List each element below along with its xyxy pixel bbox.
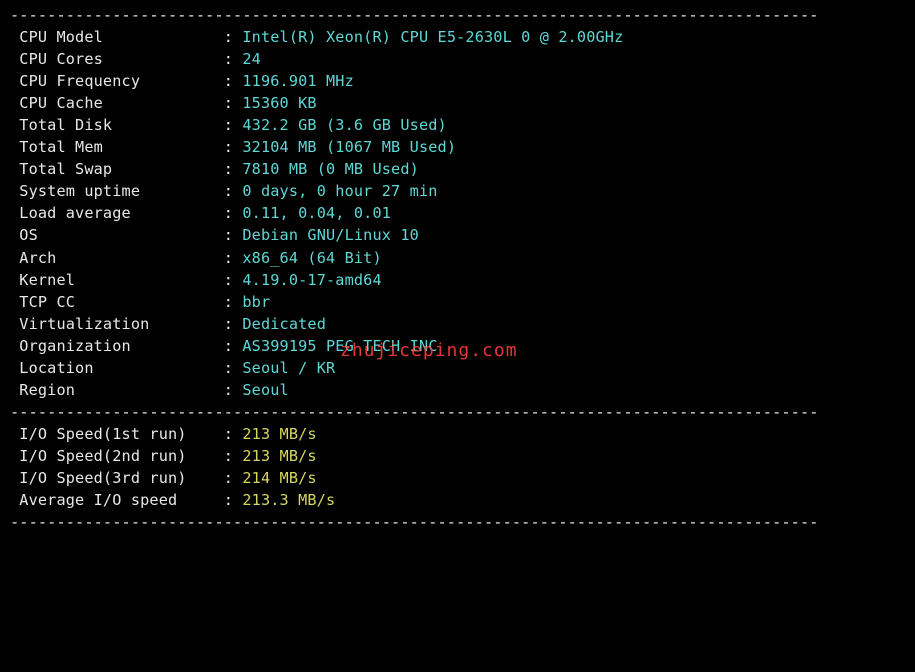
sysinfo-row: Region : Seoul (10, 379, 905, 401)
sysinfo-row: CPU Cores : 24 (10, 48, 905, 70)
colon-separator: : (214, 315, 242, 333)
sysinfo-value: 24 (242, 50, 261, 68)
sysinfo-label: System uptime (10, 182, 214, 200)
sysinfo-label: Virtualization (10, 315, 214, 333)
sysinfo-row: System uptime : 0 days, 0 hour 27 min (10, 180, 905, 202)
colon-separator: : (214, 447, 242, 465)
colon-separator: : (214, 28, 242, 46)
sysinfo-value: Seoul / KR (242, 359, 335, 377)
colon-separator: : (214, 271, 242, 289)
iospeed-row: I/O Speed(3rd run) : 214 MB/s (10, 467, 905, 489)
sysinfo-row: TCP CC : bbr (10, 291, 905, 313)
colon-separator: : (214, 182, 242, 200)
iospeed-row: I/O Speed(2nd run) : 213 MB/s (10, 445, 905, 467)
divider: ----------------------------------------… (10, 511, 905, 533)
sysinfo-row: Load average : 0.11, 0.04, 0.01 (10, 202, 905, 224)
divider: ----------------------------------------… (10, 401, 905, 423)
iospeed-row: Average I/O speed : 213.3 MB/s (10, 489, 905, 511)
colon-separator: : (214, 226, 242, 244)
sysinfo-label: Total Disk (10, 116, 214, 134)
sysinfo-value: 32104 MB (1067 MB Used) (242, 138, 456, 156)
sysinfo-row: Organization : AS399195 PEG TECH INC (10, 335, 905, 357)
sysinfo-value: 7810 MB (0 MB Used) (242, 160, 419, 178)
sysinfo-label: Arch (10, 249, 214, 267)
system-info-block: CPU Model : Intel(R) Xeon(R) CPU E5-2630… (10, 26, 905, 401)
sysinfo-value: x86_64 (64 Bit) (242, 249, 381, 267)
divider: ----------------------------------------… (10, 4, 905, 26)
sysinfo-value: AS399195 PEG TECH INC (242, 337, 437, 355)
sysinfo-label: OS (10, 226, 214, 244)
iospeed-value: 213.3 MB/s (242, 491, 335, 509)
iospeed-label: I/O Speed(1st run) (10, 425, 214, 443)
colon-separator: : (214, 337, 242, 355)
sysinfo-row: Location : Seoul / KR (10, 357, 905, 379)
sysinfo-value: Intel(R) Xeon(R) CPU E5-2630L 0 @ 2.00GH… (242, 28, 623, 46)
colon-separator: : (214, 94, 242, 112)
colon-separator: : (214, 293, 242, 311)
sysinfo-value: Dedicated (242, 315, 326, 333)
sysinfo-row: CPU Frequency : 1196.901 MHz (10, 70, 905, 92)
colon-separator: : (214, 425, 242, 443)
sysinfo-label: TCP CC (10, 293, 214, 311)
sysinfo-value: 1196.901 MHz (242, 72, 354, 90)
terminal-output: ----------------------------------------… (0, 0, 915, 539)
iospeed-value: 213 MB/s (242, 425, 316, 443)
colon-separator: : (214, 491, 242, 509)
sysinfo-label: Total Swap (10, 160, 214, 178)
iospeed-value: 214 MB/s (242, 469, 316, 487)
io-speed-block: I/O Speed(1st run) : 213 MB/s I/O Speed(… (10, 423, 905, 511)
sysinfo-label: Kernel (10, 271, 214, 289)
colon-separator: : (214, 469, 242, 487)
sysinfo-row: Total Disk : 432.2 GB (3.6 GB Used) (10, 114, 905, 136)
sysinfo-label: Region (10, 381, 214, 399)
sysinfo-row: Kernel : 4.19.0-17-amd64 (10, 269, 905, 291)
sysinfo-label: Total Mem (10, 138, 214, 156)
sysinfo-row: Arch : x86_64 (64 Bit) (10, 247, 905, 269)
sysinfo-label: CPU Model (10, 28, 214, 46)
iospeed-row: I/O Speed(1st run) : 213 MB/s (10, 423, 905, 445)
sysinfo-value: 0.11, 0.04, 0.01 (242, 204, 391, 222)
sysinfo-label: Organization (10, 337, 214, 355)
sysinfo-label: Location (10, 359, 214, 377)
colon-separator: : (214, 204, 242, 222)
iospeed-label: I/O Speed(2nd run) (10, 447, 214, 465)
sysinfo-label: Load average (10, 204, 214, 222)
sysinfo-row: CPU Model : Intel(R) Xeon(R) CPU E5-2630… (10, 26, 905, 48)
sysinfo-row: Virtualization : Dedicated (10, 313, 905, 335)
sysinfo-value: Debian GNU/Linux 10 (242, 226, 419, 244)
sysinfo-value: 0 days, 0 hour 27 min (242, 182, 437, 200)
sysinfo-value: 432.2 GB (3.6 GB Used) (242, 116, 446, 134)
sysinfo-row: CPU Cache : 15360 KB (10, 92, 905, 114)
sysinfo-row: Total Swap : 7810 MB (0 MB Used) (10, 158, 905, 180)
colon-separator: : (214, 359, 242, 377)
sysinfo-row: OS : Debian GNU/Linux 10 (10, 224, 905, 246)
colon-separator: : (214, 160, 242, 178)
colon-separator: : (214, 381, 242, 399)
sysinfo-value: 4.19.0-17-amd64 (242, 271, 381, 289)
iospeed-label: I/O Speed(3rd run) (10, 469, 214, 487)
sysinfo-value: bbr (242, 293, 270, 311)
colon-separator: : (214, 72, 242, 90)
colon-separator: : (214, 138, 242, 156)
iospeed-label: Average I/O speed (10, 491, 214, 509)
sysinfo-value: 15360 KB (242, 94, 316, 112)
sysinfo-label: CPU Frequency (10, 72, 214, 90)
colon-separator: : (214, 50, 242, 68)
sysinfo-row: Total Mem : 32104 MB (1067 MB Used) (10, 136, 905, 158)
sysinfo-label: CPU Cache (10, 94, 214, 112)
colon-separator: : (214, 116, 242, 134)
iospeed-value: 213 MB/s (242, 447, 316, 465)
sysinfo-value: Seoul (242, 381, 288, 399)
colon-separator: : (214, 249, 242, 267)
sysinfo-label: CPU Cores (10, 50, 214, 68)
